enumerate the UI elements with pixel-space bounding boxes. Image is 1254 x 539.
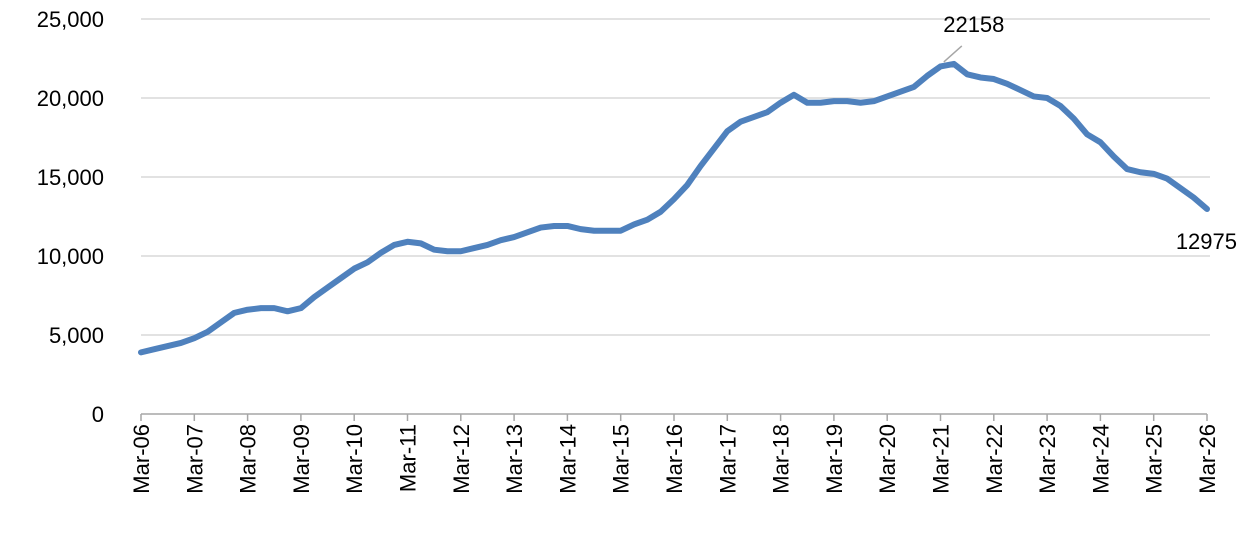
x-tick-label: Mar-11 — [396, 424, 421, 492]
y-tick-label: 15,000 — [37, 165, 104, 190]
y-tick-label: 20,000 — [37, 86, 104, 111]
x-tick-label: Mar-23 — [1035, 424, 1060, 494]
data-label: 22158 — [943, 12, 1004, 37]
y-tick-label: 0 — [92, 402, 104, 427]
x-tick-label: Mar-15 — [609, 424, 634, 494]
x-tick-label: Mar-26 — [1195, 424, 1220, 494]
x-tick-label: Mar-07 — [182, 424, 207, 494]
x-tick-label: Mar-24 — [1088, 424, 1113, 494]
x-tick-label: Mar-06 — [129, 424, 154, 494]
x-tick-label: Mar-20 — [875, 424, 900, 494]
y-tick-label: 5,000 — [49, 323, 104, 348]
x-tick-label: Mar-25 — [1142, 424, 1167, 494]
x-tick-label: Mar-13 — [502, 424, 527, 494]
x-tick-label: Mar-18 — [769, 424, 794, 494]
x-tick-label: Mar-22 — [982, 424, 1007, 494]
y-tick-label: 25,000 — [37, 7, 104, 32]
x-tick-label: Mar-14 — [555, 424, 580, 494]
x-tick-label: Mar-19 — [822, 424, 847, 494]
x-tick-label: Mar-17 — [715, 424, 740, 494]
line-series — [138, 60, 1210, 356]
leader-line — [943, 45, 963, 63]
y-tick-label: 10,000 — [37, 244, 104, 269]
x-tick-label: Mar-21 — [929, 424, 954, 494]
x-tick-label: Mar-08 — [236, 424, 261, 494]
x-tick-label: Mar-10 — [342, 424, 367, 494]
x-tick-label: Mar-16 — [662, 424, 687, 494]
x-tick-label: Mar-12 — [449, 424, 474, 494]
data-label: 12975 — [1176, 229, 1237, 254]
x-tick-label: Mar-09 — [289, 424, 314, 494]
